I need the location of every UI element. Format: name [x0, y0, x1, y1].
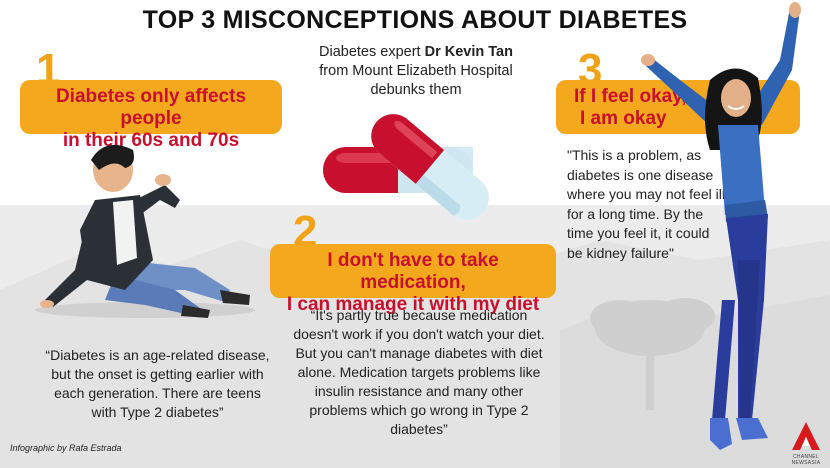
misconception-heading-1-line1: Diabetes only affects people [55, 86, 247, 129]
misconception-heading-3-line2: I am okay [580, 108, 667, 129]
celebrating-woman-illustration [641, 2, 801, 450]
infographic-credit: Infographic by Rafa Estrada [10, 443, 122, 453]
channel-newsasia-logo: Channel NewsAsia [784, 420, 828, 466]
misconception-heading-2-line1: I don't have to take medication, [327, 250, 499, 293]
misconception-quote-1: “Diabetes is an age-related disease, but… [45, 347, 270, 420]
expert-affiliation: from Mount Elizabeth Hospital [319, 63, 513, 79]
expert-intro-suffix: debunks them [370, 82, 462, 98]
page-title: TOP 3 MISCONCEPTIONS ABOUT DIABETES [142, 6, 688, 34]
misconception-banner-2: I don't have to take medication, I can m… [270, 244, 556, 315]
misconception-banner-1: Diabetes only affects people in their 60… [20, 80, 282, 151]
misconception-quote-2: “It's partly true because medication doe… [293, 307, 545, 437]
expert-intro: Diabetes expert Dr Kevin Tan from Mount … [296, 43, 536, 100]
misconception-quote-3: "This is a problem, as diabetes is one d… [567, 147, 725, 261]
channel-newsasia-logo-icon [792, 422, 820, 450]
expert-intro-prefix: Diabetes expert [319, 44, 425, 60]
pills-illustration [323, 114, 489, 220]
misconception-heading-2-line2: I can manage it with my diet [286, 294, 540, 315]
misconception-heading-3-line1: If I feel okay, [574, 86, 687, 107]
channel-newsasia-logo-text: Channel NewsAsia [791, 454, 821, 466]
expert-name: Dr Kevin Tan [424, 44, 513, 60]
misconception-heading-1-line2: in their 60s and 70s [62, 130, 240, 151]
sitting-man-illustration [35, 144, 255, 318]
